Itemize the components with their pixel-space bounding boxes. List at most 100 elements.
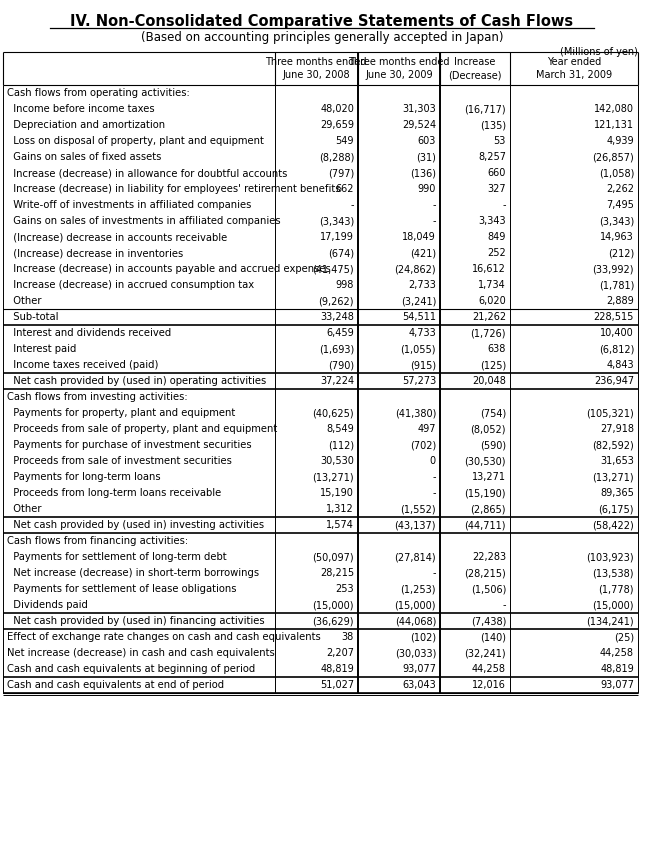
Text: 660: 660 [488, 168, 506, 178]
Text: (36,629): (36,629) [312, 616, 354, 626]
Text: (32,241): (32,241) [464, 648, 506, 658]
Text: 549: 549 [335, 136, 354, 146]
Text: 18,049: 18,049 [402, 232, 436, 242]
Text: 30,530: 30,530 [320, 456, 354, 466]
Text: -: - [433, 216, 436, 226]
Text: Year ended
March 31, 2009: Year ended March 31, 2009 [536, 57, 612, 80]
Text: 10,400: 10,400 [600, 328, 634, 338]
Text: (1,055): (1,055) [401, 344, 436, 354]
Text: -: - [502, 600, 506, 610]
Text: Cash flows from financing activities:: Cash flows from financing activities: [7, 536, 188, 546]
Text: 4,733: 4,733 [408, 328, 436, 338]
Text: Payments for property, plant and equipment: Payments for property, plant and equipme… [7, 408, 235, 418]
Text: (6,812): (6,812) [599, 344, 634, 354]
Text: Payments for settlement of long-term debt: Payments for settlement of long-term deb… [7, 552, 226, 562]
Text: Net cash provided by (used in) investing activities: Net cash provided by (used in) investing… [7, 520, 264, 530]
Text: 28,215: 28,215 [320, 568, 354, 578]
Text: (754): (754) [480, 408, 506, 418]
Text: 998: 998 [335, 280, 354, 290]
Text: Gains on sales of fixed assets: Gains on sales of fixed assets [7, 152, 161, 162]
Text: Interest paid: Interest paid [7, 344, 76, 354]
Text: 3,343: 3,343 [479, 216, 506, 226]
Text: 603: 603 [417, 136, 436, 146]
Text: 662: 662 [335, 184, 354, 194]
Text: 121,131: 121,131 [594, 120, 634, 130]
Text: (13,271): (13,271) [312, 472, 354, 482]
Text: 17,199: 17,199 [320, 232, 354, 242]
Text: Proceeds from sale of investment securities: Proceeds from sale of investment securit… [7, 456, 232, 466]
Text: (44,711): (44,711) [464, 520, 506, 530]
Text: (1,781): (1,781) [599, 280, 634, 290]
Text: Net cash provided by (used in) financing activities: Net cash provided by (used in) financing… [7, 616, 264, 626]
Text: 89,365: 89,365 [600, 488, 634, 498]
Text: (44,068): (44,068) [395, 616, 436, 626]
Text: (136): (136) [410, 168, 436, 178]
Text: (102): (102) [410, 632, 436, 642]
Text: (1,693): (1,693) [319, 344, 354, 354]
Text: (103,923): (103,923) [586, 552, 634, 562]
Text: 7,495: 7,495 [606, 200, 634, 210]
Text: -: - [433, 488, 436, 498]
Text: (105,321): (105,321) [586, 408, 634, 418]
Text: Other: Other [7, 504, 41, 514]
Text: 6,459: 6,459 [326, 328, 354, 338]
Text: 21,262: 21,262 [472, 312, 506, 322]
Text: 51,027: 51,027 [320, 680, 354, 690]
Text: (31): (31) [416, 152, 436, 162]
Text: 4,843: 4,843 [606, 360, 634, 370]
Text: (27,814): (27,814) [394, 552, 436, 562]
Text: 4,939: 4,939 [606, 136, 634, 146]
Text: Sub-total: Sub-total [7, 312, 59, 322]
Text: (2,865): (2,865) [470, 504, 506, 514]
Text: -: - [433, 472, 436, 482]
Text: (790): (790) [328, 360, 354, 370]
Text: 16,612: 16,612 [472, 264, 506, 274]
Text: 29,659: 29,659 [320, 120, 354, 130]
Text: 253: 253 [335, 584, 354, 594]
Text: Cash flows from investing activities:: Cash flows from investing activities: [7, 392, 188, 402]
Text: (125): (125) [480, 360, 506, 370]
Text: 8,549: 8,549 [326, 424, 354, 434]
Text: (112): (112) [328, 440, 354, 450]
Text: Dividends paid: Dividends paid [7, 600, 88, 610]
Text: IV. Non-Consolidated Comparative Statements of Cash Flows: IV. Non-Consolidated Comparative Stateme… [70, 14, 573, 29]
Text: (797): (797) [328, 168, 354, 178]
Text: 29,524: 29,524 [402, 120, 436, 130]
Text: 37,224: 37,224 [320, 376, 354, 386]
Text: 2,733: 2,733 [408, 280, 436, 290]
Text: (134,241): (134,241) [586, 616, 634, 626]
Text: (41,475): (41,475) [312, 264, 354, 274]
Text: 0: 0 [430, 456, 436, 466]
Text: Payments for settlement of lease obligations: Payments for settlement of lease obligat… [7, 584, 237, 594]
Text: 31,653: 31,653 [600, 456, 634, 466]
Text: (15,000): (15,000) [312, 600, 354, 610]
Text: -: - [433, 568, 436, 578]
Text: Proceeds from long-term loans receivable: Proceeds from long-term loans receivable [7, 488, 221, 498]
Text: (140): (140) [480, 632, 506, 642]
Text: Proceeds from sale of property, plant and equipment: Proceeds from sale of property, plant an… [7, 424, 277, 434]
Text: Cash flows from operating activities:: Cash flows from operating activities: [7, 88, 190, 98]
Text: -: - [502, 200, 506, 210]
Text: Effect of exchange rate changes on cash and cash equivalents: Effect of exchange rate changes on cash … [7, 632, 321, 642]
Text: 1,312: 1,312 [326, 504, 354, 514]
Text: Cash and cash equivalents at beginning of period: Cash and cash equivalents at beginning o… [7, 664, 255, 674]
Text: Increase (decrease) in allowance for doubtful accounts: Increase (decrease) in allowance for dou… [7, 168, 288, 178]
Text: 20,048: 20,048 [472, 376, 506, 386]
Text: (Based on accounting principles generally accepted in Japan): (Based on accounting principles generall… [141, 31, 503, 44]
Text: (7,438): (7,438) [471, 616, 506, 626]
Text: 638: 638 [488, 344, 506, 354]
Text: 252: 252 [487, 248, 506, 258]
Text: (8,052): (8,052) [470, 424, 506, 434]
Text: Increase (decrease) in accounts payable and accrued expenses: Increase (decrease) in accounts payable … [7, 264, 331, 274]
Text: (50,097): (50,097) [312, 552, 354, 562]
Text: (15,000): (15,000) [593, 600, 634, 610]
Text: 990: 990 [417, 184, 436, 194]
Text: (26,857): (26,857) [592, 152, 634, 162]
Text: 27,918: 27,918 [600, 424, 634, 434]
Text: (1,726): (1,726) [470, 328, 506, 338]
Text: (212): (212) [608, 248, 634, 258]
Text: -: - [433, 200, 436, 210]
Text: (41,380): (41,380) [395, 408, 436, 418]
Text: 33,248: 33,248 [320, 312, 354, 322]
Text: (24,862): (24,862) [394, 264, 436, 274]
